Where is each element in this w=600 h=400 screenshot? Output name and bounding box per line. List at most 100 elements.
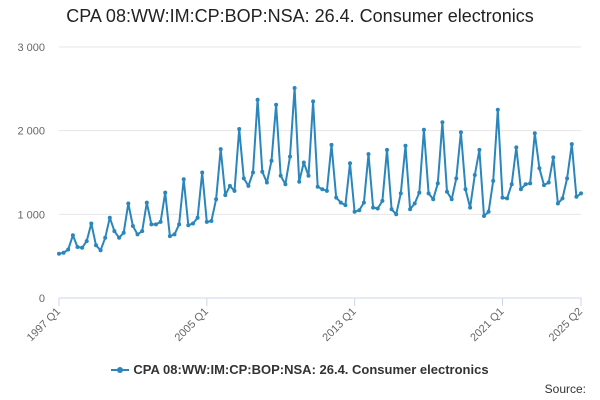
data-point[interactable] xyxy=(98,248,103,253)
legend[interactable]: CPA 08:WW:IM:CP:BOP:NSA: 26.4. Consumer … xyxy=(0,362,600,377)
data-point[interactable] xyxy=(334,195,339,200)
data-point[interactable] xyxy=(366,152,371,157)
data-point[interactable] xyxy=(315,184,320,189)
data-point[interactable] xyxy=(274,102,279,107)
data-point[interactable] xyxy=(89,221,94,226)
data-point[interactable] xyxy=(149,222,154,227)
data-point[interactable] xyxy=(214,197,219,202)
data-point[interactable] xyxy=(264,180,269,185)
data-point[interactable] xyxy=(195,215,200,220)
data-point[interactable] xyxy=(306,173,311,178)
data-point[interactable] xyxy=(352,209,357,214)
data-point[interactable] xyxy=(269,158,274,163)
data-point[interactable] xyxy=(440,120,445,125)
data-point[interactable] xyxy=(375,206,380,211)
data-point[interactable] xyxy=(472,173,477,177)
data-point[interactable] xyxy=(537,166,542,171)
data-point[interactable] xyxy=(112,229,117,234)
data-point[interactable] xyxy=(200,170,205,175)
data-point[interactable] xyxy=(518,187,523,192)
data-point[interactable] xyxy=(255,97,260,102)
data-point[interactable] xyxy=(426,191,431,196)
data-point[interactable] xyxy=(468,205,473,210)
data-point[interactable] xyxy=(579,191,583,196)
data-point[interactable] xyxy=(186,223,191,228)
data-point[interactable] xyxy=(532,131,537,136)
data-point[interactable] xyxy=(551,155,556,160)
data-point[interactable] xyxy=(80,245,85,250)
data-point[interactable] xyxy=(135,232,140,237)
data-point[interactable] xyxy=(408,207,413,212)
data-point[interactable] xyxy=(546,180,551,185)
data-point[interactable] xyxy=(523,182,528,187)
data-point[interactable] xyxy=(172,232,177,237)
data-point[interactable] xyxy=(412,201,417,206)
data-point[interactable] xyxy=(463,187,468,192)
series-group[interactable] xyxy=(57,86,583,256)
data-point[interactable] xyxy=(509,182,514,187)
data-point[interactable] xyxy=(505,196,510,201)
data-point[interactable] xyxy=(324,188,329,193)
data-point[interactable] xyxy=(158,219,163,224)
data-point[interactable] xyxy=(297,179,302,184)
data-point[interactable] xyxy=(445,189,449,194)
data-point[interactable] xyxy=(435,181,440,186)
data-point[interactable] xyxy=(66,247,71,252)
data-point[interactable] xyxy=(528,181,533,186)
data-point[interactable] xyxy=(218,147,223,152)
data-point[interactable] xyxy=(126,201,131,206)
data-point[interactable] xyxy=(555,201,560,206)
data-point[interactable] xyxy=(251,170,255,175)
data-point[interactable] xyxy=(482,214,486,218)
data-point[interactable] xyxy=(288,154,292,159)
data-point[interactable] xyxy=(117,235,122,240)
data-point[interactable] xyxy=(130,224,135,228)
data-point[interactable] xyxy=(260,169,265,174)
data-point[interactable] xyxy=(154,222,158,227)
data-point[interactable] xyxy=(417,190,422,195)
data-point[interactable] xyxy=(237,127,242,131)
data-point[interactable] xyxy=(107,215,112,220)
data-point[interactable] xyxy=(70,233,75,238)
data-point[interactable] xyxy=(301,160,306,165)
data-point[interactable] xyxy=(292,86,297,90)
data-point[interactable] xyxy=(181,177,186,182)
data-point[interactable] xyxy=(348,161,352,166)
data-point[interactable] xyxy=(389,207,394,212)
data-point[interactable] xyxy=(449,197,454,202)
data-point[interactable] xyxy=(121,230,126,235)
data-point[interactable] xyxy=(514,145,519,150)
series-line[interactable] xyxy=(58,87,582,255)
data-point[interactable] xyxy=(246,183,251,188)
data-point[interactable] xyxy=(394,212,399,217)
data-point[interactable] xyxy=(84,239,89,244)
data-point[interactable] xyxy=(103,235,108,240)
data-point[interactable] xyxy=(241,176,246,181)
data-point[interactable] xyxy=(403,143,408,148)
data-point[interactable] xyxy=(177,222,182,227)
data-point[interactable] xyxy=(486,209,491,214)
data-point[interactable] xyxy=(278,173,283,178)
data-point[interactable] xyxy=(458,130,463,135)
data-point[interactable] xyxy=(371,205,376,210)
data-point[interactable] xyxy=(57,251,61,256)
data-point[interactable] xyxy=(542,183,546,188)
data-point[interactable] xyxy=(163,190,168,195)
data-point[interactable] xyxy=(560,196,565,201)
data-point[interactable] xyxy=(61,250,66,255)
data-point[interactable] xyxy=(361,200,366,205)
data-point[interactable] xyxy=(209,219,214,223)
data-point[interactable] xyxy=(320,187,325,192)
data-point[interactable] xyxy=(565,176,570,181)
data-point[interactable] xyxy=(398,191,403,196)
data-point[interactable] xyxy=(338,200,343,205)
data-point[interactable] xyxy=(144,200,149,205)
data-point[interactable] xyxy=(431,197,436,202)
data-point[interactable] xyxy=(232,188,237,193)
data-point[interactable] xyxy=(495,107,500,112)
data-point[interactable] xyxy=(140,229,145,234)
data-point[interactable] xyxy=(491,178,496,183)
data-point[interactable] xyxy=(574,194,579,199)
data-point[interactable] xyxy=(75,245,80,249)
data-point[interactable] xyxy=(421,127,426,132)
